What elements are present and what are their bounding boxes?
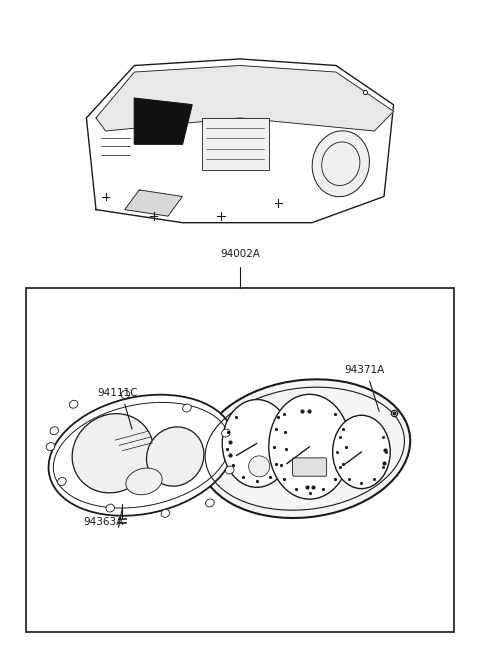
Text: 94111C: 94111C bbox=[97, 388, 138, 398]
Ellipse shape bbox=[333, 415, 390, 489]
Ellipse shape bbox=[183, 404, 191, 412]
Ellipse shape bbox=[46, 443, 55, 451]
Polygon shape bbox=[86, 59, 394, 223]
Ellipse shape bbox=[312, 131, 370, 196]
Ellipse shape bbox=[269, 394, 350, 499]
Ellipse shape bbox=[106, 504, 115, 512]
Bar bbox=[26, 288, 454, 632]
Ellipse shape bbox=[53, 402, 230, 508]
Ellipse shape bbox=[226, 466, 234, 474]
Polygon shape bbox=[96, 66, 394, 131]
Polygon shape bbox=[134, 98, 192, 144]
Polygon shape bbox=[125, 190, 182, 216]
Ellipse shape bbox=[146, 427, 204, 486]
Ellipse shape bbox=[72, 414, 154, 493]
Ellipse shape bbox=[48, 395, 235, 515]
Ellipse shape bbox=[222, 400, 291, 487]
Ellipse shape bbox=[205, 499, 214, 507]
Ellipse shape bbox=[199, 379, 410, 518]
Ellipse shape bbox=[121, 390, 130, 398]
Ellipse shape bbox=[58, 477, 66, 485]
Text: 94002A: 94002A bbox=[220, 249, 260, 259]
Ellipse shape bbox=[161, 510, 170, 517]
Ellipse shape bbox=[69, 400, 78, 408]
Ellipse shape bbox=[50, 427, 59, 435]
FancyBboxPatch shape bbox=[293, 458, 327, 476]
Ellipse shape bbox=[126, 468, 162, 495]
Text: 94363A: 94363A bbox=[83, 517, 123, 527]
Ellipse shape bbox=[221, 429, 230, 437]
Text: 94371A: 94371A bbox=[345, 365, 385, 375]
Ellipse shape bbox=[249, 456, 270, 477]
Bar bbox=[202, 118, 269, 170]
